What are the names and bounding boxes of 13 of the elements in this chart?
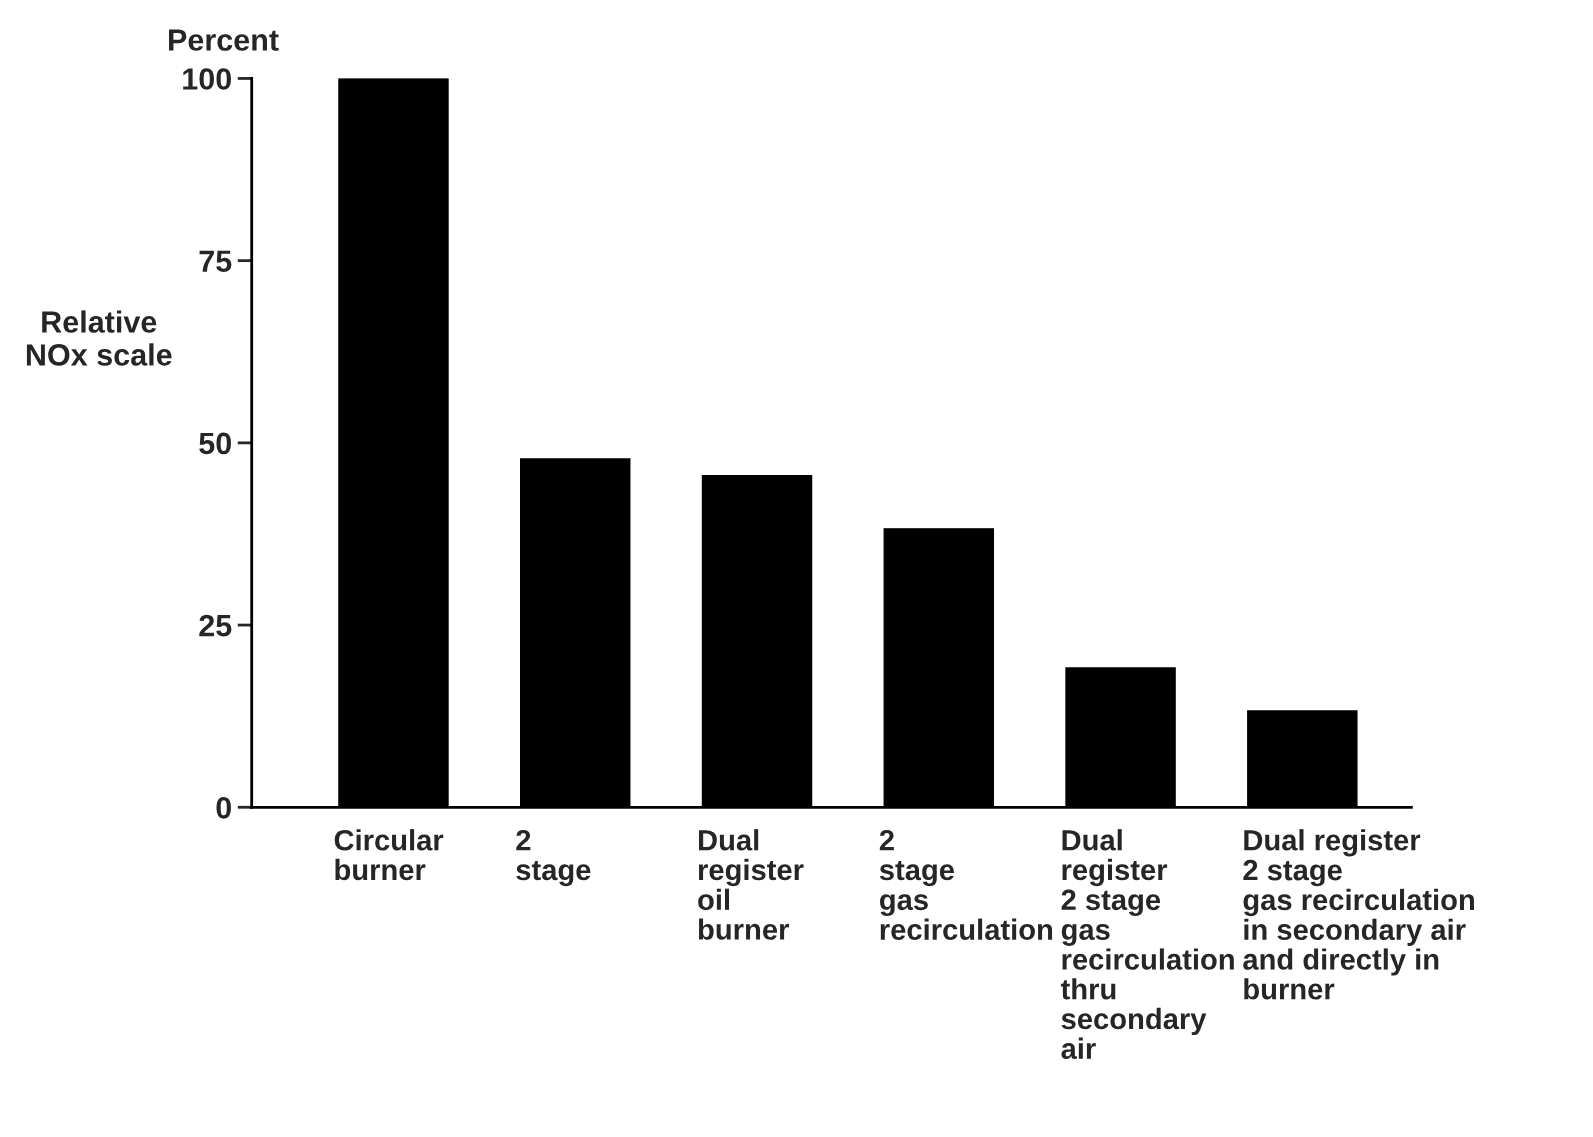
x-tick-label: Dual register 2 stage gas recirculation in secondary air and directly in burner xyxy=(1243,829,1474,1000)
y-tick-label: 100 xyxy=(183,68,231,90)
x-tick-label: 2 stage gas recirculation xyxy=(879,829,1053,940)
y-tick-label: 50 xyxy=(199,432,231,455)
x-tick-label: Dual register 2 stage gas recirculation thru secondary air xyxy=(1060,829,1234,1060)
chart-title: Percent xyxy=(169,29,279,51)
y-tick-label: 75 xyxy=(199,250,232,273)
y-tick-label: 0 xyxy=(216,797,231,819)
x-tick-label: 2 stage xyxy=(516,829,591,887)
x-tick-label: Circular burner xyxy=(334,829,444,881)
y-tick-label: 25 xyxy=(199,614,232,637)
x-tick-label: Dual register oil burner xyxy=(698,829,804,940)
y-axis-title: Relative NOx scale xyxy=(26,310,172,366)
